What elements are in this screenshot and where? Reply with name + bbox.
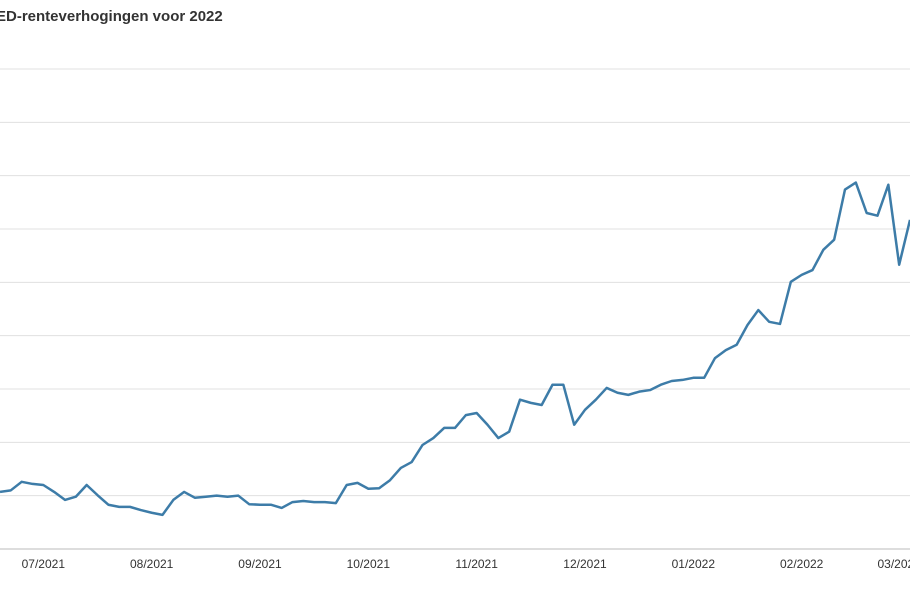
x-tick-label: 02/2022 [780, 557, 824, 571]
line-series [0, 181, 910, 517]
x-tick-label: 03/2022 [877, 557, 910, 571]
chart-title: ED-renteverhogingen voor 2022 [0, 8, 223, 25]
x-tick-label: 08/2021 [130, 557, 174, 571]
x-tick-label: 09/2021 [238, 557, 282, 571]
x-tick-label: 10/2021 [347, 557, 391, 571]
x-tick-label: 11/2021 [455, 557, 498, 571]
x-tick-label: 07/2021 [22, 557, 66, 571]
x-tick-label: 12/2021 [563, 557, 607, 571]
x-tick-label: 01/2022 [672, 557, 716, 571]
